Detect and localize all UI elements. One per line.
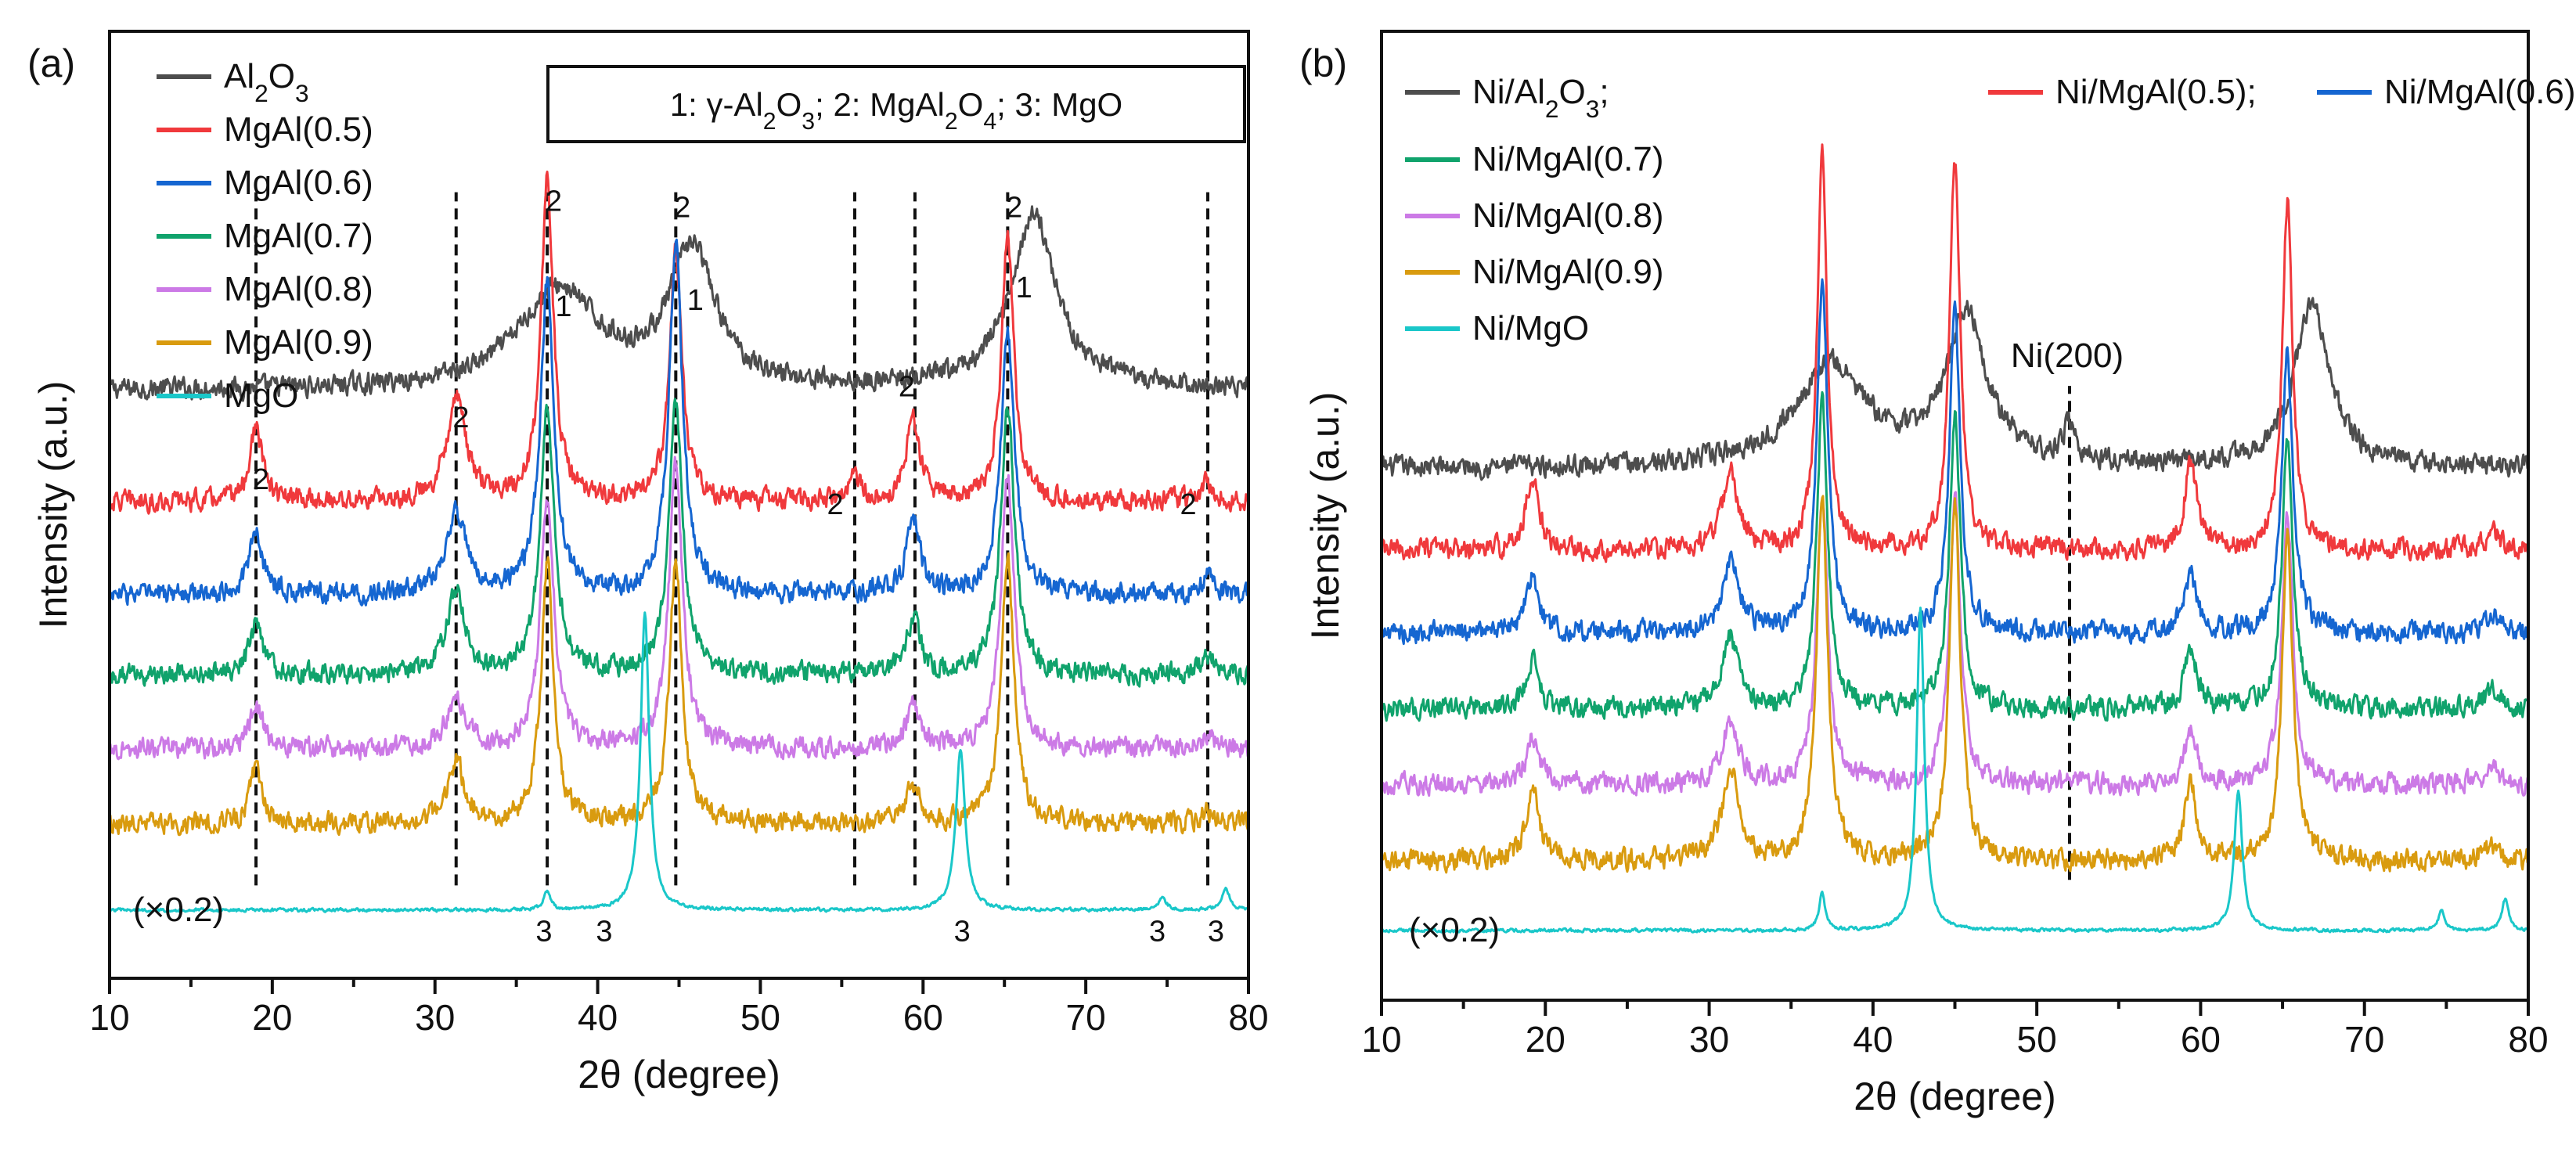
x-tick-label: 50 — [2017, 1019, 2057, 1060]
legend-label: Ni/MgAl(0.5); — [2055, 73, 2257, 111]
legend-label: MgO — [224, 376, 298, 415]
peak-label: 2 — [1180, 488, 1197, 521]
scale-factor-note: (×0.2) — [1409, 911, 1500, 949]
peak-label: 2 — [452, 401, 469, 434]
series-line-3 — [1382, 278, 2528, 646]
curves — [110, 171, 1248, 913]
panel-label: (b) — [1299, 41, 1347, 85]
x-axis-title: 2θ (degree) — [1854, 1075, 2056, 1118]
panel-label: (a) — [27, 41, 75, 85]
peak-label: 1 — [555, 290, 571, 323]
series-line-4 — [110, 398, 1248, 688]
peak-label: 3 — [1208, 916, 1224, 949]
phase-key-box — [546, 65, 1246, 143]
x-tick-label: 80 — [1228, 997, 1268, 1038]
legend-label: Ni/MgAl(0.7) — [1472, 140, 1664, 178]
series-line-5 — [1382, 491, 2528, 797]
x-tick-label: 30 — [415, 997, 455, 1038]
legend-label: MgAl(0.7) — [224, 217, 373, 255]
x-tick-label: 60 — [903, 997, 943, 1038]
series-line-1 — [110, 205, 1248, 402]
series-line-2 — [1382, 143, 2528, 563]
x-tick-label: 40 — [1853, 1019, 1893, 1060]
series-line-4 — [1382, 391, 2528, 722]
legend-label: Ni/MgAl(0.6) — [2384, 73, 2576, 111]
phase-key-text: 1: γ-Al2O3; 2: MgAl2O4; 3: MgO — [670, 86, 1122, 135]
scale-factor-note: (×0.2) — [133, 891, 224, 929]
legend-label: Ni/MgAl(0.9) — [1472, 253, 1664, 291]
legend-label: MgAl(0.5) — [224, 110, 373, 149]
x-tick-label: 60 — [2181, 1019, 2221, 1060]
peak-label: 3 — [535, 916, 552, 949]
legend-label: Ni/Al2O3; — [1472, 73, 1609, 123]
panel-b: 10 20 30 40 50 60 70 80 2θ (degree) Intensity (a.… — [1299, 30, 2576, 1118]
peak-label: 2 — [546, 185, 562, 218]
legend: Ni/Al2O3; Ni/MgAl(0.5); Ni/MgAl(0.6) Ni/MgA… — [1405, 73, 2576, 347]
series-line-7 — [1382, 607, 2528, 934]
legend-label: MgAl(0.8) — [224, 270, 373, 308]
series-line-3 — [110, 238, 1248, 607]
peak-label: 3 — [1149, 916, 1166, 949]
x-tick-label: 10 — [1361, 1019, 1401, 1060]
x-tick-label: 40 — [578, 997, 618, 1038]
x-tick-label: 70 — [1066, 997, 1106, 1038]
curves — [1382, 143, 2528, 934]
legend-label: Ni/MgO — [1472, 309, 1589, 347]
peak-label: 1 — [1016, 272, 1032, 304]
x-tick-label: 30 — [1689, 1019, 1729, 1060]
x-tick-label: 70 — [2344, 1019, 2384, 1060]
peak-label: 2 — [899, 371, 915, 404]
series-line-5 — [110, 455, 1248, 761]
series-line-6 — [1382, 495, 2528, 874]
series-line-1 — [1382, 297, 2528, 481]
series-line-6 — [110, 552, 1248, 837]
legend-label: Ni/MgAl(0.8) — [1472, 196, 1664, 235]
peak-label: 2 — [827, 488, 843, 521]
legend-label: MgAl(0.9) — [224, 323, 373, 362]
x-tick-label: 80 — [2508, 1019, 2548, 1060]
x-tick-label: 20 — [1526, 1019, 1565, 1060]
legend-label: MgAl(0.6) — [224, 164, 373, 202]
panel-a: 2 2 2 1 2 1 2 2 2 1 2 3 3 3 3 3 10 20 30 40 50 60 70 80 2θ (degr… — [27, 30, 1269, 1096]
peak-label: 3 — [954, 916, 971, 949]
series-line-7 — [110, 611, 1248, 913]
y-axis-title: Intensity (a.u.) — [1303, 392, 1347, 640]
peak-label: 1 — [687, 284, 704, 317]
x-tick-label: 20 — [252, 997, 292, 1038]
ni200-label: Ni(200) — [2011, 337, 2124, 375]
x-tick-label: 10 — [89, 997, 129, 1038]
x-tick-label: 50 — [740, 997, 780, 1038]
peak-label: 2 — [1006, 191, 1022, 224]
peak-label: 2 — [253, 463, 269, 496]
peak-label: 3 — [596, 916, 612, 949]
y-axis-title: Intensity (a.u.) — [31, 381, 75, 629]
peak-label: 2 — [674, 191, 690, 224]
x-axis-title: 2θ (degree) — [578, 1053, 780, 1096]
legend-label: Al2O3 — [224, 57, 309, 107]
